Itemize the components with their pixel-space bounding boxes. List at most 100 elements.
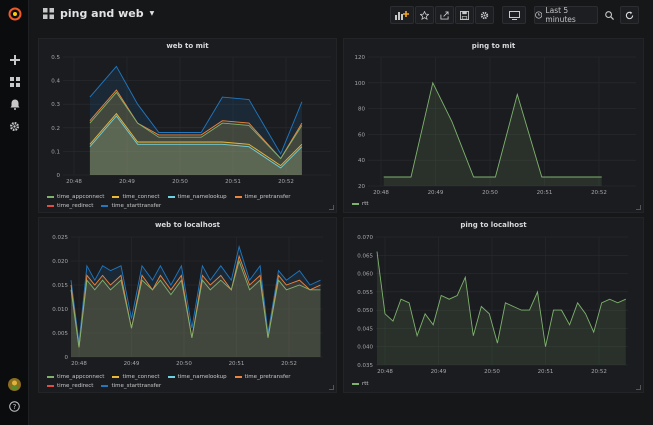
y-tick-label: 40 <box>358 158 365 164</box>
graph-ping-to-mit: 20 40 60 80 100 120 20:48 20:49 20:50 20:51 20:52 <box>355 55 636 196</box>
y-tick-label: 0.3 <box>51 102 60 108</box>
y-tick-label: 0.1 <box>51 149 60 155</box>
star-button[interactable] <box>415 6 434 24</box>
legend-swatch <box>167 376 175 378</box>
legend-label: time_starttransfer <box>111 383 162 389</box>
legend-item-time_redirect[interactable]: time_redirect <box>47 203 93 209</box>
panel-ping-to-localhost[interactable]: ping to localhost 0.035 0.040 0.045 0.050 0.… <box>343 217 644 393</box>
dashboard-title: ping and web <box>60 7 144 20</box>
legend-item-time_pretransfer[interactable]: time_pretransfer <box>234 374 291 380</box>
x-tick-label: 20:51 <box>229 361 245 367</box>
legend-item-rtt[interactable]: rtt <box>352 381 369 387</box>
panel-title[interactable]: web to localhost <box>154 221 221 229</box>
series-area-time_appconnect <box>89 92 302 175</box>
x-tick-label: 20:48 <box>377 369 393 375</box>
share-button[interactable] <box>435 6 454 24</box>
legend-item-time_appconnect[interactable]: time_appconnect <box>47 194 104 200</box>
legend-item-time_appconnect[interactable]: time_appconnect <box>47 374 104 380</box>
y-tick-label: 0.035 <box>357 363 373 369</box>
legend-item-time_connect[interactable]: time_connect <box>112 374 160 380</box>
grafana-logo-icon[interactable] <box>0 5 29 23</box>
add-panel-button[interactable] <box>390 6 414 24</box>
legend-label: time_pretransfer <box>244 194 291 200</box>
series-line-time_namelookup[interactable] <box>89 115 303 169</box>
x-tick-label: 20:50 <box>482 190 498 196</box>
y-tick-label: 0 <box>65 355 69 361</box>
series-area-rtt <box>383 82 602 186</box>
legend-item-rtt[interactable]: rtt <box>352 201 369 207</box>
y-tick-label: 0.020 <box>52 259 68 265</box>
legend-label: time_appconnect <box>57 374 105 380</box>
legend-item-time_connect[interactable]: time_connect <box>112 194 160 200</box>
resize-handle[interactable] <box>329 385 334 390</box>
series-line-rtt[interactable] <box>376 251 626 347</box>
apps-grid-icon <box>43 8 54 19</box>
search-button[interactable] <box>600 6 618 24</box>
x-tick-label: 20:50 <box>172 179 188 185</box>
legend-item-time_namelookup[interactable]: time_namelookup <box>167 374 227 380</box>
y-tick-label: 80 <box>358 107 365 113</box>
legend-swatch <box>47 196 54 198</box>
search-icon <box>604 10 614 20</box>
graph-ping-to-localhost: 0.035 0.040 0.045 0.050 0.055 0.060 0.065 0.070… <box>357 235 628 375</box>
y-tick-label: 60 <box>358 132 365 138</box>
x-tick-label: 20:51 <box>225 179 241 185</box>
legend-item-time_redirect[interactable]: time_redirect <box>47 383 93 389</box>
tv-mode-button[interactable] <box>502 6 526 24</box>
panel-web-to-localhost[interactable]: web to localhost 0 0.005 0.010 0.015 0.020 0.… <box>38 217 337 393</box>
time-picker-button[interactable]: Last 5 minutes <box>534 6 598 24</box>
legend-label: time_connect <box>122 194 160 200</box>
series-area-time_appconnect <box>71 261 321 357</box>
series-area-time_namelookup <box>89 116 302 175</box>
resize-handle[interactable] <box>636 385 641 390</box>
save-button[interactable] <box>455 6 474 24</box>
series-line-time_appconnect[interactable] <box>89 91 303 160</box>
legend-swatch <box>112 376 120 378</box>
legend-swatch <box>47 385 54 387</box>
panel-title[interactable]: web to mit <box>166 42 209 50</box>
series-line-time_appconnect[interactable] <box>70 259 321 348</box>
legend-swatch <box>47 376 54 378</box>
legend-item-time_starttransfer[interactable]: time_starttransfer <box>101 383 161 389</box>
legend-swatch <box>167 196 175 198</box>
x-tick-label: 20:49 <box>431 369 447 375</box>
legend-item-time_pretransfer[interactable]: time_pretransfer <box>234 194 291 200</box>
legend-label: time_starttransfer <box>111 203 162 209</box>
y-tick-label: 0.010 <box>52 307 68 313</box>
graph-web-to-localhost: 0 0.005 0.010 0.015 0.020 0.025 20:48 20:49 20:5… <box>52 235 323 367</box>
clock-icon <box>535 11 543 19</box>
series-line-rtt[interactable] <box>383 81 602 178</box>
series-line-time_pretransfer[interactable] <box>89 89 303 160</box>
dashboard-picker[interactable]: ping and web ▼ <box>43 7 154 20</box>
y-tick-label: 120 <box>355 55 366 61</box>
resize-handle[interactable] <box>329 205 334 210</box>
legend-item-time_starttransfer[interactable]: time_starttransfer <box>101 203 161 209</box>
svg-text:?: ? <box>13 403 17 411</box>
panel-web-to-mit[interactable]: web to mit 0 0.1 0.2 0.3 0.4 0.5 20:48 20:49 20:… <box>38 38 337 213</box>
dashboards-grid-icon[interactable] <box>0 74 29 90</box>
dashboard-navbar: ping and web ▼ Last 5 minutes <box>29 0 653 32</box>
legend-swatch <box>352 383 359 385</box>
panel-ping-to-mit[interactable]: ping to mit 20 40 60 80 100 120 20:48 20:49 20:5… <box>343 38 644 213</box>
gear-icon <box>480 11 489 19</box>
legend-item-time_namelookup[interactable]: time_namelookup <box>167 194 227 200</box>
legend: time_appconnect time_connect time_namelook… <box>47 374 337 389</box>
bell-icon[interactable] <box>0 96 29 112</box>
series-line-time_connect[interactable] <box>89 112 303 167</box>
x-tick-label: 20:52 <box>591 369 607 375</box>
refresh-button[interactable] <box>620 6 639 24</box>
series-line-time_starttransfer[interactable] <box>70 244 321 343</box>
series-line-time_starttransfer[interactable] <box>89 65 303 155</box>
panel-title[interactable]: ping to localhost <box>460 221 527 229</box>
y-tick-label: 0.055 <box>357 290 373 296</box>
resize-handle[interactable] <box>636 205 641 210</box>
settings-button[interactable] <box>475 6 494 24</box>
series-area-time_starttransfer <box>71 246 321 357</box>
legend-swatch <box>101 205 109 207</box>
legend: rtt <box>352 201 642 207</box>
gear-icon[interactable] <box>0 118 29 134</box>
add-panel-icon[interactable] <box>0 52 29 68</box>
help-icon[interactable]: ? <box>0 398 29 414</box>
panel-title[interactable]: ping to mit <box>471 42 516 50</box>
avatar[interactable] <box>0 376 29 392</box>
